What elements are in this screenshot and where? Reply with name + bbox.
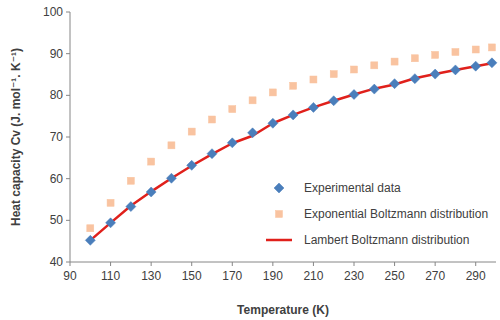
scatter-point (229, 106, 236, 113)
scatter-point (227, 138, 237, 148)
scatter-point (308, 102, 318, 112)
y-tick-label: 80 (50, 88, 64, 102)
x-tick (475, 262, 476, 266)
scatter-point (248, 128, 258, 138)
series-2 (90, 63, 492, 240)
series-line (90, 63, 492, 240)
scatter-point (452, 49, 459, 56)
legend-label: Exponential Boltzmann distribution (304, 207, 488, 221)
y-tick-label: 40 (50, 255, 64, 269)
x-tick (313, 262, 314, 266)
scatter-point (488, 44, 495, 51)
y-tick (66, 12, 70, 13)
scatter-point (269, 89, 276, 96)
scatter-point (349, 90, 359, 100)
x-tick-label: 210 (303, 269, 323, 283)
scatter-point (87, 225, 94, 232)
series-1 (87, 44, 496, 232)
x-axis-title: Temperature (K) (237, 303, 329, 317)
scatter-point (148, 158, 155, 165)
series-0 (85, 58, 497, 246)
scatter-point (432, 51, 439, 58)
scatter-point (391, 58, 398, 65)
x-tick-label: 170 (222, 269, 242, 283)
x-tick-label: 270 (425, 269, 445, 283)
plot-area (85, 44, 497, 245)
y-tick (66, 53, 70, 54)
scatter-point (351, 66, 358, 73)
scatter-point (371, 62, 378, 69)
x-tick (272, 262, 273, 266)
scatter-point (187, 160, 197, 170)
y-tick (66, 262, 70, 263)
legend-swatch (274, 183, 284, 193)
x-tick-label: 110 (101, 269, 120, 283)
x-tick-label: 190 (263, 269, 283, 283)
scatter-point (209, 116, 216, 123)
x-axis-line (70, 262, 496, 263)
scatter-point (290, 82, 297, 89)
legend-item: Exponential Boltzmann distribution (276, 207, 489, 221)
scatter-point (330, 71, 337, 78)
x-tick-label: 130 (141, 269, 161, 283)
scatter-point (188, 128, 195, 135)
legend-swatch (266, 239, 292, 242)
scatter-point (390, 79, 400, 89)
chart-container: 40 50 60 70 80 90 100 90 110 130 150 170 190 210 230 25… (0, 0, 500, 320)
scatter-point (268, 118, 278, 128)
legend: Experimental data Exponential Boltzmann d… (266, 181, 488, 247)
scatter-point (411, 55, 418, 62)
x-tick (70, 262, 71, 266)
x-tick (110, 262, 111, 266)
x-tick (151, 262, 152, 266)
y-tick-label: 100 (43, 5, 63, 19)
scatter-point (126, 202, 136, 212)
x-tick-label: 290 (466, 269, 486, 283)
scatter-point (471, 61, 481, 71)
scatter-point (107, 199, 114, 206)
chart-svg: 40 50 60 70 80 90 100 90 110 130 150 170 190 210 230 25… (0, 0, 500, 320)
x-tick-label: 250 (385, 269, 405, 283)
legend-item: Lambert Boltzmann distribution (266, 233, 469, 247)
legend-label: Lambert Boltzmann distribution (304, 233, 469, 247)
scatter-point (430, 69, 440, 79)
y-axis-title: Heat capacity Cv (J. mol⁻¹. K⁻¹) (9, 48, 23, 226)
x-tick (435, 262, 436, 266)
scatter-point (288, 110, 298, 120)
x-tick (394, 262, 395, 266)
legend-label: Experimental data (304, 181, 401, 195)
y-tick (66, 178, 70, 179)
scatter-point (472, 46, 479, 53)
x-tick-label: 90 (63, 269, 77, 283)
scatter-point (329, 96, 339, 106)
x-tick-label: 150 (182, 269, 202, 283)
scatter-point (166, 173, 176, 183)
y-tick-label: 50 (50, 213, 64, 227)
legend-swatch (276, 211, 283, 218)
x-tick (354, 262, 355, 266)
y-tick (66, 95, 70, 96)
x-tick-label: 230 (344, 269, 364, 283)
y-tick-label: 70 (50, 130, 64, 144)
scatter-point (310, 76, 317, 83)
scatter-point (168, 142, 175, 149)
scatter-point (369, 84, 379, 94)
scatter-point (207, 149, 217, 159)
x-tick (232, 262, 233, 266)
scatter-point (410, 74, 420, 84)
scatter-point (106, 218, 116, 228)
scatter-point (249, 97, 256, 104)
x-tick (191, 262, 192, 266)
y-tick-label: 90 (50, 47, 64, 61)
scatter-point (85, 235, 95, 245)
scatter-point (127, 177, 134, 184)
y-tick (66, 137, 70, 138)
scatter-point (487, 58, 497, 68)
scatter-point (146, 187, 156, 197)
scatter-point (450, 65, 460, 75)
y-tick (66, 220, 70, 221)
y-tick-label: 60 (50, 172, 64, 186)
legend-item: Experimental data (274, 181, 401, 195)
